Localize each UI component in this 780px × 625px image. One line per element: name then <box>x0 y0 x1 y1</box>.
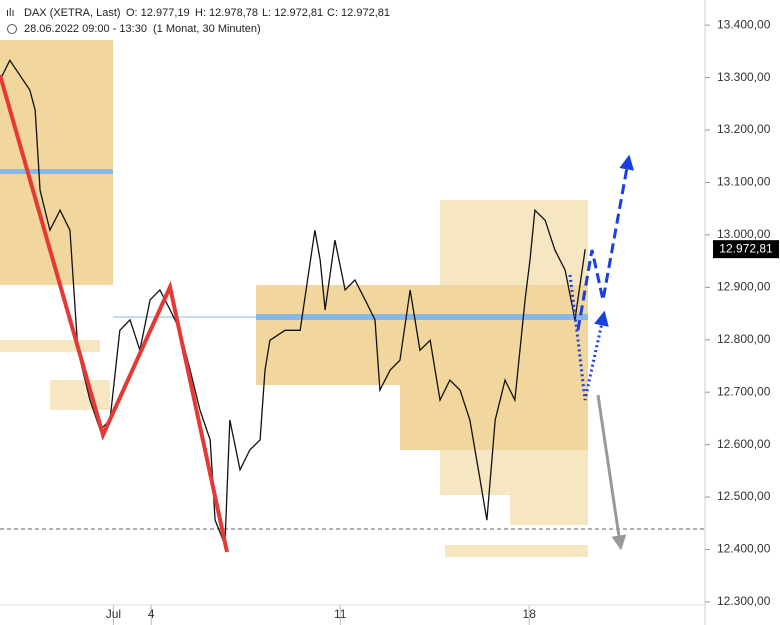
trend-line <box>0 74 229 553</box>
y-tick-label: 12.900,00 <box>717 280 771 294</box>
price-series <box>0 59 586 546</box>
y-tick-label: 13.200,00 <box>717 122 771 136</box>
subtitle: (1 Monat, 30 Minuten) <box>153 23 261 35</box>
icon: ılı <box>6 7 15 19</box>
scenario-arrow <box>568 274 609 401</box>
scenario-arrow <box>576 154 635 331</box>
clock-icon <box>7 24 17 34</box>
scenario-arrow <box>596 394 627 551</box>
x-tick-label: 11 <box>334 607 347 621</box>
x-tick-label: 4 <box>148 607 155 621</box>
poc-line <box>256 314 588 320</box>
y-tick-label: 13.000,00 <box>717 227 771 241</box>
poc-line <box>0 169 113 174</box>
ohlc: H: 12.978,78 <box>195 7 258 19</box>
x-tick-label: 18 <box>523 607 537 621</box>
chart-title: DAX (XETRA, Last) <box>24 7 121 19</box>
y-tick-label: 12.800,00 <box>717 332 771 346</box>
subtitle: 28.06.2022 09:00 - 13:30 <box>24 23 147 35</box>
ohlc: C: 12.972,81 <box>327 7 390 19</box>
price-line <box>0 59 586 546</box>
y-tick-label: 12.400,00 <box>717 542 771 556</box>
x-tick-label: Jul <box>106 607 121 621</box>
y-tick-label: 12.500,00 <box>717 489 771 503</box>
ohlc: L: 12.972,81 <box>262 7 323 19</box>
y-tick-label: 13.300,00 <box>717 70 771 84</box>
volume-profile <box>0 40 588 557</box>
last-price-label: 12.972,81 <box>719 241 773 255</box>
y-tick-label: 13.100,00 <box>717 175 771 189</box>
y-tick-label: 13.400,00 <box>717 17 771 31</box>
ohlc: O: 12.977,19 <box>126 7 190 19</box>
y-tick-label: 12.300,00 <box>717 594 771 608</box>
last-price-badge <box>713 240 779 259</box>
y-tick-label: 12.600,00 <box>717 437 771 451</box>
y-tick-label: 12.700,00 <box>717 384 771 398</box>
